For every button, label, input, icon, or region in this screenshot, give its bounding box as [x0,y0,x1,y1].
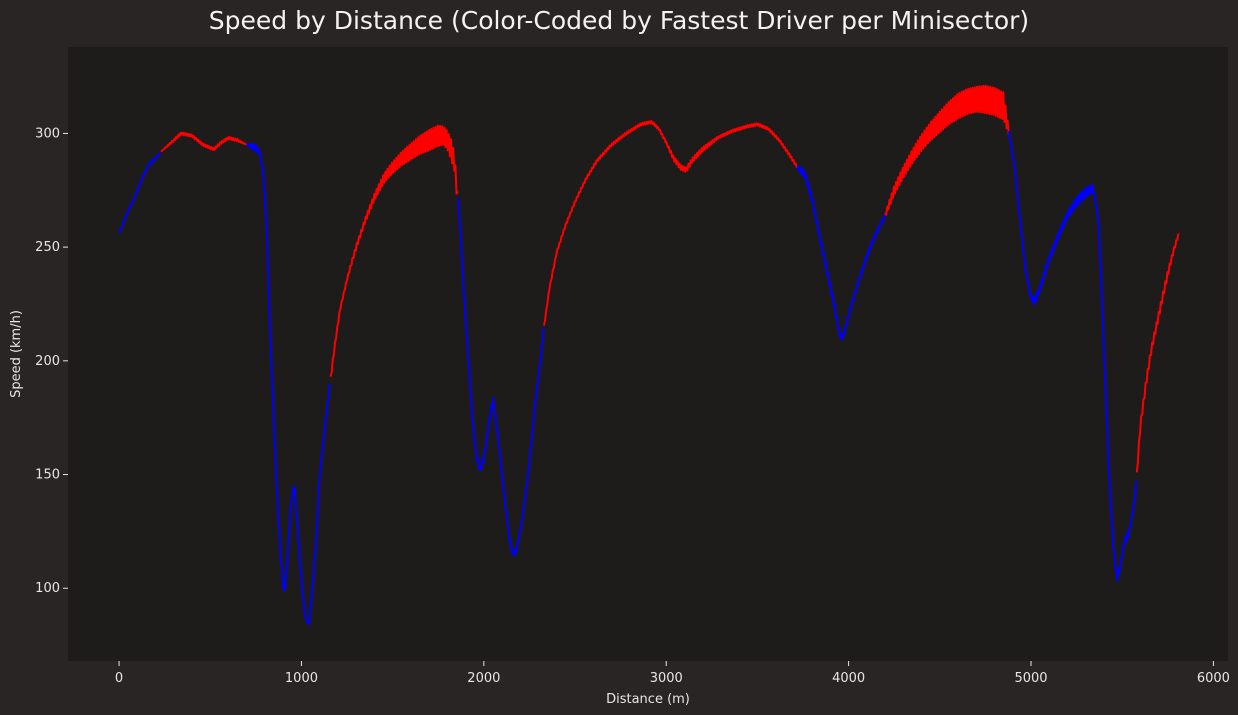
minisector-trace-2 [160,131,247,153]
y-tick-label: 100 [35,581,60,596]
minisector-trace-5 [457,198,545,557]
y-tick-label: 250 [35,240,60,255]
x-tick-label: 2000 [467,671,500,686]
minisector-trace-9 [1008,131,1138,582]
x-axis: 0 1000 2000 3000 4000 5000 6000 [115,661,1230,686]
y-tick-label: 150 [35,468,60,483]
x-tick-label: 0 [115,671,123,686]
minisector-trace-10 [1135,233,1180,473]
x-tick-label: 6000 [1197,671,1230,686]
x-tick-label: 1000 [285,671,318,686]
minisector-trace-3 [246,142,331,626]
x-tick-label: 5000 [1014,671,1047,686]
plot-area [68,47,1228,661]
y-axis-label: Speed (km/h) [9,310,24,398]
x-tick-label: 4000 [832,671,865,686]
y-axis: 100 150 200 250 300 [35,126,68,596]
y-tick-label: 200 [35,354,60,369]
x-tick-label: 3000 [650,671,683,686]
x-axis-label: Distance (m) [606,692,690,707]
y-tick-label: 300 [35,126,60,141]
minisector-trace-7 [796,165,887,341]
minisector-trace-4 [329,124,459,377]
chart-title: Speed by Distance (Color-Coded by Fastes… [208,6,1030,35]
minisector-trace-1 [118,151,162,234]
minisector-trace-6 [543,120,798,326]
minisector-trace-8 [884,84,1010,216]
speed-traces [118,84,1180,626]
